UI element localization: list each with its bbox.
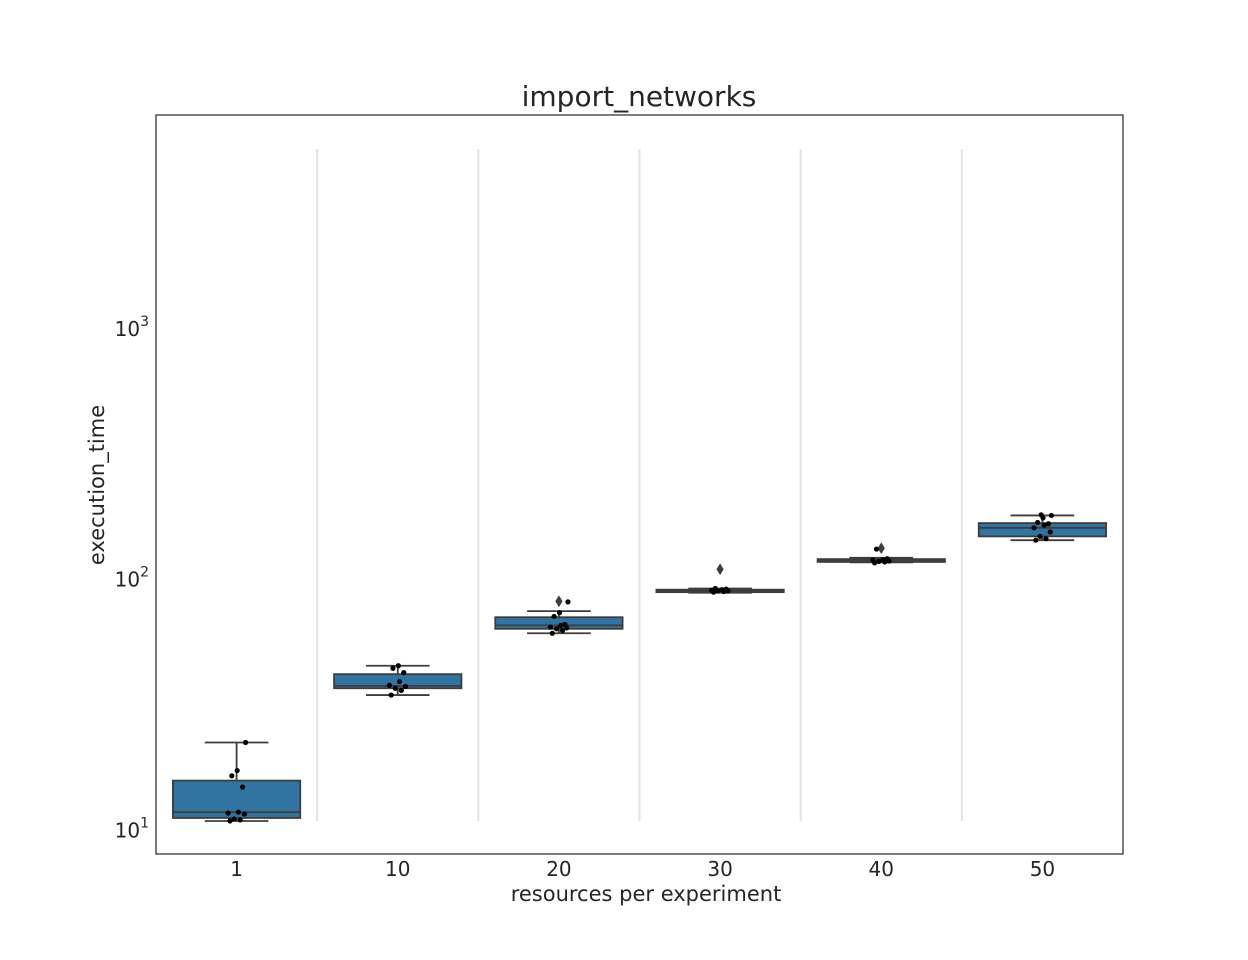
data-point [551,613,557,620]
data-point [556,610,563,616]
outlier-marker [555,595,563,608]
x-tick-label: 20 [546,857,571,881]
data-point [237,817,243,823]
x-axis-label: resources per experiment [511,882,782,906]
data-point [388,692,394,698]
data-point [870,557,876,563]
data-point [559,627,566,634]
data-point [401,669,407,676]
x-tick-label: 40 [869,857,894,881]
x-tick-label: 1 [230,857,243,881]
data-point [1033,537,1039,543]
data-point [1031,525,1037,531]
data-point [558,622,564,628]
data-point [547,624,554,630]
data-point [390,665,396,671]
x-tick-label: 10 [385,857,410,881]
data-point [396,678,403,685]
data-point [398,687,404,693]
data-point [880,556,886,563]
data-point [392,685,398,691]
data-point [565,599,571,605]
data-point [402,683,409,690]
data-point [876,558,882,565]
data-point [235,809,241,815]
data-point [1048,512,1055,519]
data-point [719,587,725,593]
data-point [723,586,729,592]
data-point [386,682,392,688]
x-axis-ticks: 1 10 20 30 40 50 [230,857,1055,881]
data-point [229,773,235,779]
data-point [553,626,560,632]
data-point [227,818,233,824]
data-point [873,546,880,552]
y-axis-label: execution_time [85,405,110,565]
data-point [239,784,246,790]
y-axis-ticks: 101 102 103 [115,314,149,842]
x-tick-label: 30 [707,857,732,881]
y-tick-label: 103 [115,314,149,341]
x-tick-label: 50 [1030,857,1055,881]
data-points [225,512,1055,824]
data-point [225,810,231,816]
y-tick-label: 102 [115,565,149,592]
category-separators [316,149,963,821]
data-point [1043,536,1049,542]
data-point [234,767,240,774]
data-point [395,663,401,669]
data-point [241,811,247,817]
data-point [1038,512,1044,518]
plot-frame [155,114,1124,855]
data-point [231,816,237,822]
y-tick-label: 101 [115,815,149,842]
outlier-marker [716,563,724,576]
data-point [1047,529,1053,535]
data-point [1045,521,1052,527]
data-point [1037,533,1043,540]
outlier-marker [877,542,885,555]
data-point [549,630,555,636]
data-point [884,556,890,562]
data-point [712,585,718,592]
chart-title: import_networks [522,80,757,113]
data-point [1035,519,1041,526]
data-point [1041,522,1047,528]
data-point [242,739,249,746]
data-point [562,621,568,628]
